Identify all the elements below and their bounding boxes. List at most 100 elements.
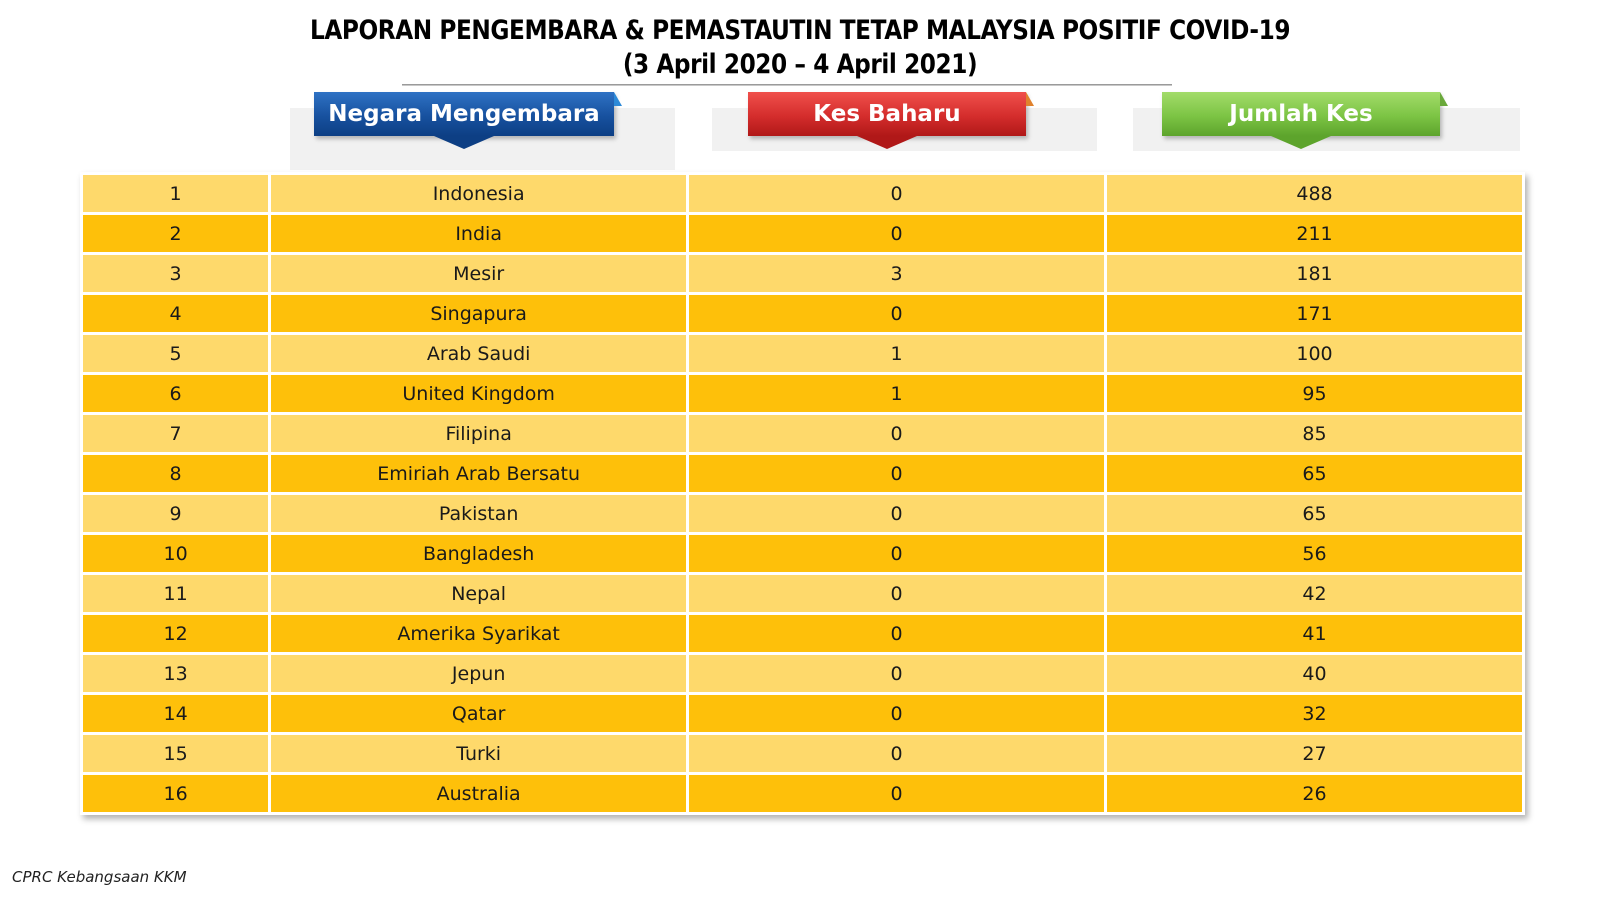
row-number: 10	[83, 535, 269, 572]
header-new-cases-arrow-icon	[857, 136, 917, 149]
row-number: 16	[83, 775, 269, 812]
row-country: Pakistan	[271, 495, 687, 532]
row-new-cases: 0	[689, 415, 1105, 452]
row-total-cases: 65	[1107, 495, 1522, 532]
row-total-cases: 42	[1107, 575, 1522, 612]
table-row: 9 Pakistan 0 65	[83, 495, 1522, 532]
row-total-cases: 100	[1107, 335, 1522, 372]
report-title: LAPORAN PENGEMBARA & PEMASTAUTIN TETAP M…	[112, 14, 1488, 82]
row-number: 15	[83, 735, 269, 772]
row-number: 7	[83, 415, 269, 452]
table-row: 16 Australia 0 26	[83, 775, 1522, 812]
row-new-cases: 3	[689, 255, 1105, 292]
header-total-cases-fold-icon	[1440, 92, 1448, 106]
row-country: Qatar	[271, 695, 687, 732]
cases-table-body: 1 Indonesia 0 488 2 India 0 211 3 Mesir …	[83, 175, 1522, 812]
row-country: Amerika Syarikat	[271, 615, 687, 652]
row-country: Bangladesh	[271, 535, 687, 572]
header-country-arrow-icon	[434, 136, 494, 149]
row-country: Turki	[271, 735, 687, 772]
cases-table: 1 Indonesia 0 488 2 India 0 211 3 Mesir …	[80, 172, 1525, 815]
row-number: 12	[83, 615, 269, 652]
row-total-cases: 27	[1107, 735, 1522, 772]
table-row: 8 Emiriah Arab Bersatu 0 65	[83, 455, 1522, 492]
row-new-cases: 0	[689, 215, 1105, 252]
row-country: Filipina	[271, 415, 687, 452]
row-number: 2	[83, 215, 269, 252]
row-new-cases: 0	[689, 295, 1105, 332]
row-total-cases: 65	[1107, 455, 1522, 492]
header-total-cases-label: Jumlah Kes	[1229, 101, 1373, 127]
row-new-cases: 0	[689, 455, 1105, 492]
header-country: Negara Mengembara	[314, 92, 622, 149]
row-country: Nepal	[271, 575, 687, 612]
header-total-cases: Jumlah Kes	[1162, 92, 1448, 149]
row-number: 9	[83, 495, 269, 532]
row-number: 1	[83, 175, 269, 212]
table-row: 4 Singapura 0 171	[83, 295, 1522, 332]
row-number: 8	[83, 455, 269, 492]
source-footer: CPRC Kebangsaan KKM	[12, 868, 187, 886]
report-title-line1: LAPORAN PENGEMBARA & PEMASTAUTIN TETAP M…	[309, 15, 1291, 46]
row-new-cases: 1	[689, 335, 1105, 372]
row-country: India	[271, 215, 687, 252]
header-country-label: Negara Mengembara	[328, 101, 600, 127]
table-row: 14 Qatar 0 32	[83, 695, 1522, 732]
row-total-cases: 211	[1107, 215, 1522, 252]
row-country: Indonesia	[271, 175, 687, 212]
header-country-fold-icon	[614, 92, 622, 106]
row-total-cases: 56	[1107, 535, 1522, 572]
table-row: 10 Bangladesh 0 56	[83, 535, 1522, 572]
header-new-cases: Kes Baharu	[748, 92, 1034, 149]
row-country: Australia	[271, 775, 687, 812]
table-row: 2 India 0 211	[83, 215, 1522, 252]
row-country: Singapura	[271, 295, 687, 332]
header-total-cases-arrow-icon	[1271, 136, 1331, 149]
table-row: 3 Mesir 3 181	[83, 255, 1522, 292]
row-new-cases: 0	[689, 655, 1105, 692]
table-row: 7 Filipina 0 85	[83, 415, 1522, 452]
row-new-cases: 0	[689, 575, 1105, 612]
row-number: 13	[83, 655, 269, 692]
table-row: 6 United Kingdom 1 95	[83, 375, 1522, 412]
row-country: Mesir	[271, 255, 687, 292]
row-total-cases: 95	[1107, 375, 1522, 412]
row-country: Arab Saudi	[271, 335, 687, 372]
row-new-cases: 0	[689, 175, 1105, 212]
report-title-line2: (3 April 2020 – 4 April 2021)	[622, 49, 978, 80]
row-total-cases: 32	[1107, 695, 1522, 732]
title-divider	[402, 84, 1172, 86]
row-total-cases: 171	[1107, 295, 1522, 332]
row-number: 6	[83, 375, 269, 412]
row-country: Jepun	[271, 655, 687, 692]
row-number: 5	[83, 335, 269, 372]
header-new-cases-label: Kes Baharu	[813, 101, 961, 127]
row-new-cases: 0	[689, 495, 1105, 532]
row-number: 11	[83, 575, 269, 612]
row-new-cases: 0	[689, 775, 1105, 812]
row-new-cases: 1	[689, 375, 1105, 412]
header-new-cases-fold-icon	[1026, 92, 1034, 106]
row-new-cases: 0	[689, 615, 1105, 652]
row-number: 14	[83, 695, 269, 732]
table-row: 12 Amerika Syarikat 0 41	[83, 615, 1522, 652]
row-total-cases: 181	[1107, 255, 1522, 292]
row-number: 3	[83, 255, 269, 292]
row-total-cases: 40	[1107, 655, 1522, 692]
row-country: Emiriah Arab Bersatu	[271, 455, 687, 492]
row-new-cases: 0	[689, 695, 1105, 732]
row-total-cases: 85	[1107, 415, 1522, 452]
row-new-cases: 0	[689, 735, 1105, 772]
table-row: 1 Indonesia 0 488	[83, 175, 1522, 212]
row-country: United Kingdom	[271, 375, 687, 412]
table-row: 15 Turki 0 27	[83, 735, 1522, 772]
row-new-cases: 0	[689, 535, 1105, 572]
row-total-cases: 26	[1107, 775, 1522, 812]
table-row: 13 Jepun 0 40	[83, 655, 1522, 692]
row-number: 4	[83, 295, 269, 332]
row-total-cases: 41	[1107, 615, 1522, 652]
table-row: 5 Arab Saudi 1 100	[83, 335, 1522, 372]
table-row: 11 Nepal 0 42	[83, 575, 1522, 612]
row-total-cases: 488	[1107, 175, 1522, 212]
